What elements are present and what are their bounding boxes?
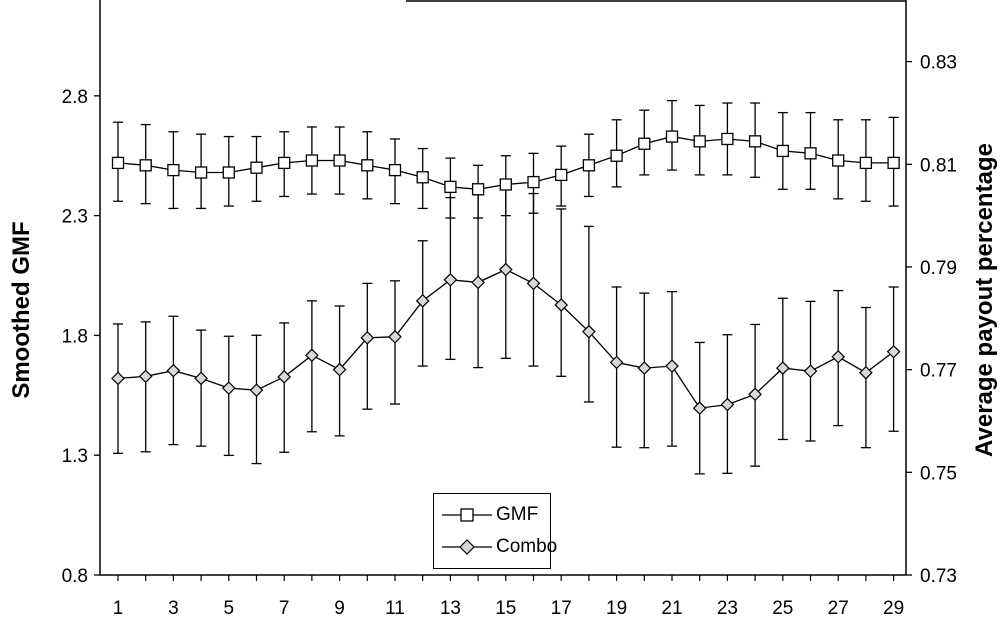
gmf-point (250, 161, 263, 174)
combo-point (360, 330, 375, 345)
gmf-point (638, 137, 651, 150)
combo-point (582, 324, 596, 339)
gmf-point (721, 132, 734, 146)
combo-point (138, 369, 153, 384)
combo-point (388, 329, 402, 344)
combo-point (803, 364, 818, 379)
combo-point (526, 276, 541, 291)
combo-point (831, 349, 846, 364)
combo-point (775, 361, 790, 375)
legend-combo-label: Combo (496, 536, 558, 557)
combo-point (221, 381, 236, 395)
x-tick-label: 27 (828, 598, 849, 619)
combo-point (665, 359, 679, 373)
axes (94, 0, 912, 581)
combo-point (249, 383, 264, 398)
gmf-point (139, 159, 152, 172)
legend-item-gmf: GMF (440, 504, 538, 526)
legend: GMF Combo (433, 493, 557, 569)
series-markers (111, 130, 901, 415)
gmf-point (582, 159, 596, 172)
x-tick-label: 21 (661, 598, 682, 619)
combo-point (194, 371, 208, 386)
gmf-point (499, 178, 512, 191)
y-left-tick-label: 2.3 (62, 207, 88, 228)
gmf-point (832, 154, 845, 167)
y-right-tick-label: 0.73 (920, 566, 957, 587)
y-right-tick-label: 0.77 (920, 361, 957, 382)
legend-combo-swatch (442, 539, 492, 555)
legend-item-combo: Combo (440, 536, 557, 558)
x-tick-label: 23 (717, 598, 738, 619)
x-tick-label: 9 (334, 598, 345, 619)
x-tick-label: 13 (440, 598, 461, 619)
x-tick-label: 15 (495, 598, 516, 619)
gmf-point (388, 163, 402, 177)
gmf-point (361, 159, 374, 172)
y-left-tick-label: 2.8 (62, 87, 88, 108)
gmf-point (333, 154, 346, 167)
gmf-point (305, 154, 319, 167)
x-tick-label: 19 (606, 598, 627, 619)
gmf-point (859, 156, 873, 170)
x-tick-label: 17 (551, 598, 572, 619)
combo-point (554, 298, 569, 312)
y-right-tick-label: 0.83 (920, 53, 957, 74)
y-left-tick-label: 1.8 (62, 326, 88, 347)
combo-point (720, 397, 735, 412)
gmf-point (278, 156, 291, 170)
x-tick-label: 7 (279, 598, 290, 619)
gmf-point (555, 168, 568, 182)
y-right-tick-label: 0.79 (920, 258, 957, 279)
gmf-point (527, 175, 540, 189)
y-right-tick-label: 0.75 (920, 463, 957, 484)
gmf-point (610, 149, 623, 162)
gmf-point (111, 156, 125, 170)
gmf-point (471, 183, 485, 196)
combo-point (748, 387, 762, 402)
gmf-point (444, 180, 457, 194)
gmf-point (693, 135, 706, 148)
combo-point (609, 355, 624, 370)
y-right-tick-label: 0.81 (920, 155, 957, 176)
x-tick-label: 25 (772, 598, 793, 619)
x-tick-label: 1 (113, 598, 124, 619)
combo-point (886, 344, 901, 359)
combo-point (166, 363, 181, 378)
y-left-tick-label: 1.3 (62, 446, 88, 467)
gmf-point (665, 130, 679, 143)
legend-gmf-label: GMF (496, 504, 539, 525)
combo-point (471, 275, 485, 290)
gmf-point (222, 166, 235, 179)
combo-point (277, 369, 292, 384)
combo-point (637, 361, 652, 375)
combo-point (415, 293, 430, 308)
gmf-point (887, 156, 900, 170)
gmf-point (194, 166, 208, 179)
combo-point (859, 365, 873, 380)
y-left-tick-label: 0.8 (62, 566, 88, 587)
x-tick-label: 5 (224, 598, 235, 619)
combo-point (305, 348, 319, 363)
gmf-point (748, 135, 762, 148)
combo-point (111, 371, 125, 386)
combo-point (692, 401, 707, 415)
combo-point (443, 272, 458, 287)
x-tick-label: 29 (883, 598, 904, 619)
combo-point (332, 362, 347, 377)
gmf-point (167, 163, 180, 177)
tick-labels: 0.8 1.3 1.8 2.3 2.8 0.73 0.75 0.77 0.79 0.81 0.83 1… (62, 53, 957, 619)
x-tick-label: 3 (168, 598, 179, 619)
legend-gmf-swatch (442, 508, 492, 522)
x-tick-label: 11 (385, 598, 405, 619)
gmf-point (416, 171, 429, 184)
combo-point (498, 262, 513, 277)
gmf-point (776, 144, 789, 158)
gmf-point (804, 147, 817, 160)
